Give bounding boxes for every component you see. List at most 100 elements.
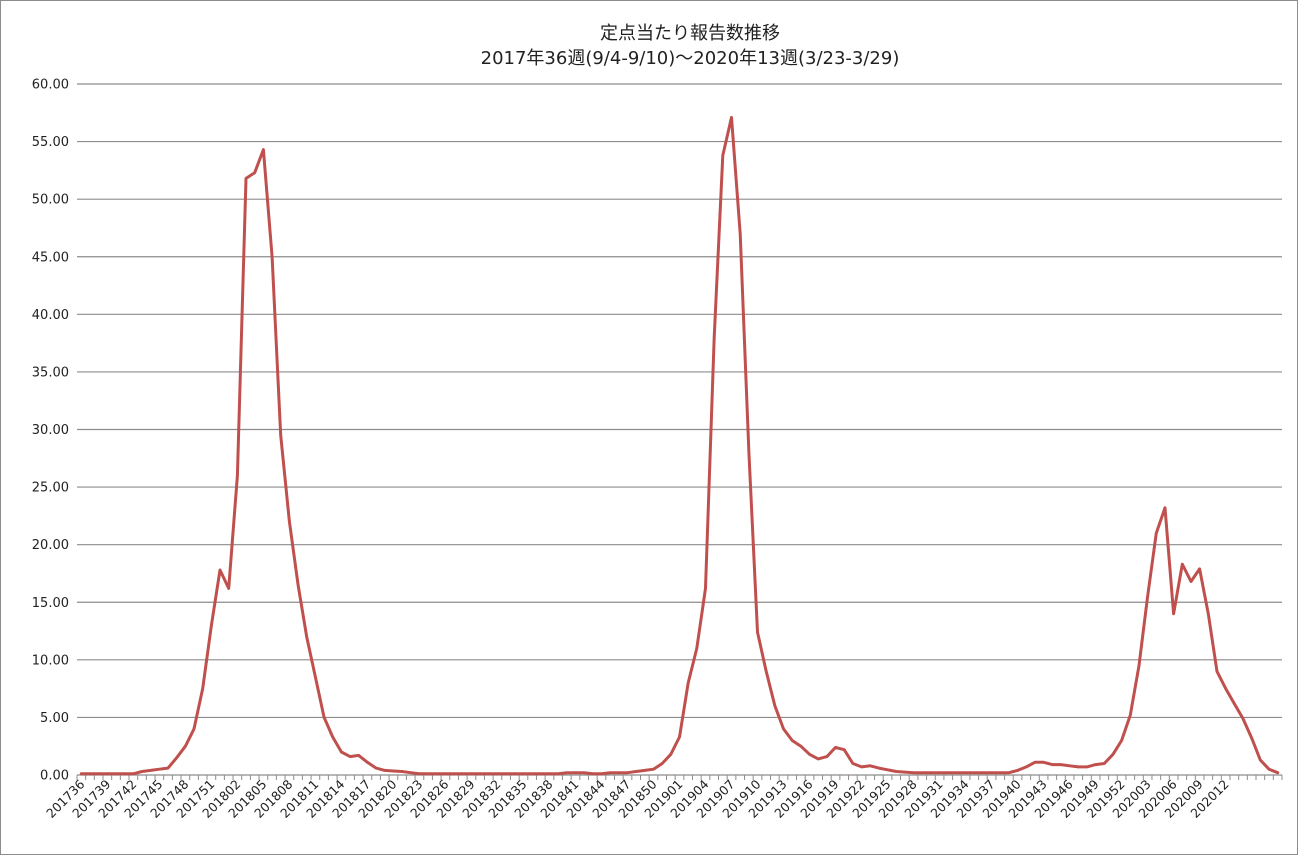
data-point (565, 771, 568, 774)
series-layer (79, 115, 1280, 776)
data-point (444, 772, 447, 775)
data-point (1033, 761, 1037, 764)
data-point (695, 647, 698, 650)
data-point (877, 766, 881, 770)
data-point (1163, 506, 1167, 509)
data-point (955, 771, 959, 774)
y-tick-label: 55.00 (32, 135, 69, 150)
data-point (435, 772, 438, 775)
data-point (288, 520, 291, 523)
data-point (522, 772, 525, 775)
data-point (166, 766, 170, 770)
x-axis-ticks: 2017362017392017422017452017482017512018… (43, 776, 1232, 820)
data-point (548, 772, 551, 775)
data-point (608, 771, 612, 774)
y-tick-label: 10.00 (32, 653, 69, 668)
data-point (409, 771, 412, 774)
data-point (929, 771, 933, 774)
y-axis-ticks: 0.00 5.00 10.00 15.00 20.00 25.00 30.00 35.00 40… (32, 78, 69, 784)
y-tick-label: 5.00 (40, 711, 69, 726)
data-point (1129, 713, 1132, 717)
data-point (1250, 736, 1253, 740)
data-point (123, 772, 126, 775)
data-point (661, 762, 664, 765)
chart-subtitle: 2017年36週(9/4-9/10)～2020年13週(3/23-3/29) (481, 48, 900, 69)
data-point (817, 757, 820, 761)
data-point (1267, 768, 1271, 771)
data-point (973, 771, 976, 774)
data-point (617, 771, 620, 774)
data-point (1207, 612, 1210, 615)
data-point (626, 771, 629, 774)
data-point (999, 771, 1002, 774)
data-point (175, 756, 178, 759)
data-point (539, 772, 542, 775)
data-point (669, 753, 672, 756)
data-point (860, 765, 863, 769)
data-point (912, 771, 915, 774)
data-point (1137, 664, 1141, 667)
data-point (1233, 702, 1236, 705)
data-point (739, 232, 742, 235)
data-point (296, 583, 300, 587)
y-tick-label: 20.00 (32, 538, 69, 553)
x-axis (76, 774, 1283, 780)
data-point (192, 727, 196, 731)
data-point (262, 148, 265, 151)
data-point (149, 769, 152, 772)
data-point (418, 772, 421, 775)
data-point (201, 687, 204, 690)
data-point (340, 750, 343, 754)
data-point (270, 255, 274, 258)
data-point (843, 748, 846, 751)
data-point (158, 768, 161, 771)
data-point (140, 770, 144, 773)
data-point (1155, 531, 1158, 535)
data-point (314, 675, 317, 679)
chart-title: 定点当たり報告数推移 (600, 23, 780, 44)
data-point (1120, 739, 1123, 742)
data-point (461, 772, 464, 775)
data-point (322, 716, 326, 719)
data-point (582, 771, 586, 774)
data-point (799, 745, 803, 748)
data-point (635, 770, 638, 773)
data-point (574, 771, 577, 774)
data-point (452, 772, 456, 775)
data-point (981, 771, 985, 774)
data-point (513, 772, 516, 775)
data-point (713, 336, 716, 339)
data-point (730, 116, 733, 119)
data-point (938, 771, 941, 774)
data-point (1259, 758, 1262, 762)
data-point (834, 746, 837, 749)
data-point (1198, 567, 1201, 571)
data-point (470, 772, 473, 775)
data-point (1181, 563, 1184, 566)
data-point (1059, 763, 1063, 766)
data-point (964, 771, 967, 774)
data-point (210, 624, 213, 627)
data-point (392, 769, 395, 773)
data-point (765, 670, 768, 673)
data-point (530, 772, 534, 775)
series-line (79, 115, 1280, 776)
data-point (643, 769, 646, 772)
y-tick-label: 60.00 (32, 78, 69, 93)
data-point (652, 768, 655, 771)
data-point (1172, 612, 1175, 615)
data-point (383, 769, 386, 772)
data-point (227, 587, 230, 590)
data-point (184, 745, 187, 748)
data-point (487, 772, 490, 775)
data-point (747, 451, 751, 454)
data-point (305, 635, 308, 638)
data-point (1276, 771, 1279, 774)
data-point (678, 735, 681, 739)
data-point (947, 771, 950, 774)
data-point (1077, 765, 1080, 769)
y-tick-label: 30.00 (32, 423, 69, 438)
data-point (1042, 761, 1045, 764)
y-tick-label: 45.00 (32, 250, 69, 265)
